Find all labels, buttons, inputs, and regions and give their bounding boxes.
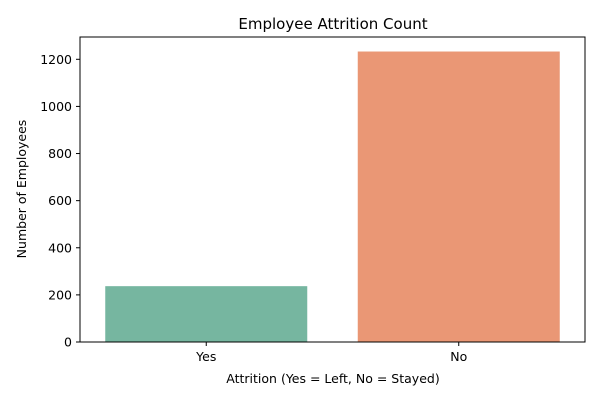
bar-yes <box>105 286 308 342</box>
bars-group <box>105 51 560 343</box>
bar-no <box>357 51 560 343</box>
x-tick-label: No <box>450 349 467 364</box>
y-tick-label: 1000 <box>40 99 72 114</box>
axes-frame <box>79 36 586 343</box>
chart-title: Employee Attrition Count <box>238 15 427 33</box>
x-axis-ticks: Yes No <box>195 342 467 364</box>
y-tick-label: 1200 <box>40 52 72 67</box>
y-axis-ticks: 0 200 400 600 800 1000 1200 <box>40 52 80 350</box>
y-tick-label: 800 <box>48 146 72 161</box>
x-axis-label: Attrition (Yes = Left, No = Stayed) <box>226 371 439 386</box>
y-tick-label: 200 <box>48 287 72 302</box>
y-axis-label: Number of Employees <box>14 120 29 259</box>
x-tick-label: Yes <box>195 349 216 364</box>
y-tick-label: 600 <box>48 193 72 208</box>
y-tick-label: 0 <box>64 335 72 350</box>
y-tick-label: 400 <box>48 240 72 255</box>
